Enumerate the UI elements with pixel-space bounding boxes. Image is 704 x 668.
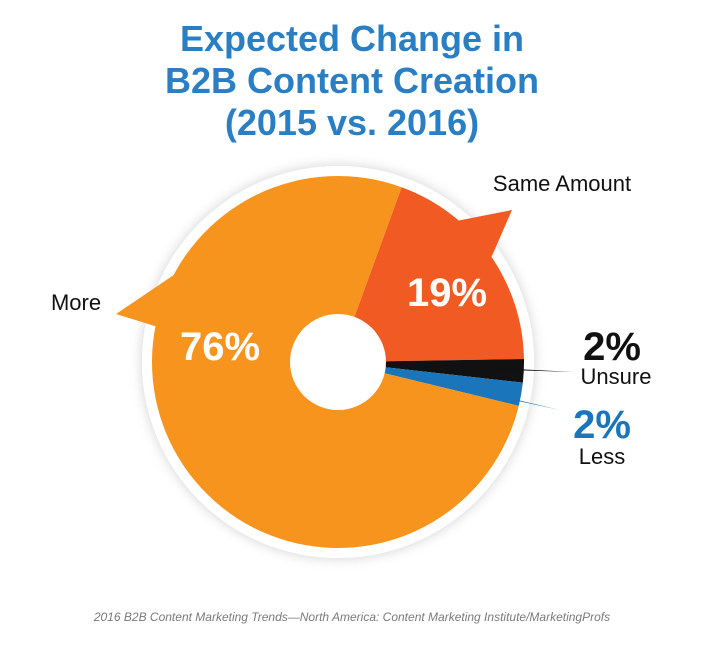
callout-pointer-same-amount [456, 210, 512, 260]
source-note: 2016 B2B Content Marketing Trends—North … [93, 610, 611, 624]
chart-title: Expected Change in B2B Content Creation … [0, 18, 704, 144]
slice-label-unsure: Unsure [581, 364, 652, 389]
slice-label-more: More [51, 290, 101, 315]
slice-value-more: 76% [180, 325, 260, 369]
slice-value-same-amount: 19% [407, 271, 487, 315]
slice-label-less: Less [579, 444, 625, 469]
callout-pointer-unsure [377, 361, 574, 372]
slice-label-same-amount: Same Amount [493, 171, 631, 196]
slice-value-unsure: 2% [583, 325, 641, 369]
callout-pointer-less [376, 366, 560, 410]
chart-title-line-1: Expected Change in [179, 18, 525, 59]
donut-hole [290, 314, 386, 410]
slice-value-less: 2% [573, 403, 631, 447]
chart-title-line-3: (2015 vs. 2016) [224, 102, 480, 143]
chart-title-line-2: B2B Content Creation [164, 60, 539, 101]
slice-same-amount [338, 187, 524, 362]
callout-pointer-more [116, 272, 178, 327]
